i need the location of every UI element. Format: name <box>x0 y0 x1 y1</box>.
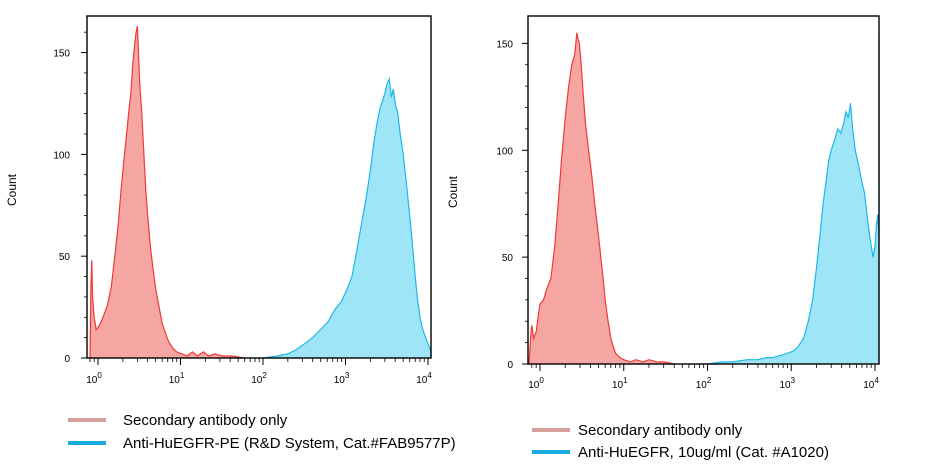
series-0-area <box>87 26 245 358</box>
x-tick-exponent: 0 <box>97 371 102 380</box>
x-tick-base: 10 <box>251 375 263 386</box>
x-tick-exponent: 2 <box>707 376 712 385</box>
series-1-line <box>707 32 880 365</box>
x-tick-label: 102 <box>251 371 267 386</box>
x-tick-label: 102 <box>696 376 712 391</box>
x-tick-exponent: 0 <box>539 376 544 385</box>
x-tick-exponent: 1 <box>180 371 185 380</box>
x-tick-base: 10 <box>334 375 346 386</box>
x-tick-exponent: 3 <box>345 371 350 380</box>
series-1-area <box>263 79 431 358</box>
y-tick-label: 0 <box>507 360 513 371</box>
y-tick-label: 50 <box>59 252 71 263</box>
x-tick-label: 104 <box>863 376 879 391</box>
series-0-area <box>528 32 675 364</box>
y-axis-label: Count <box>446 175 460 208</box>
x-tick-base: 10 <box>416 375 428 386</box>
x-tick-exponent: 3 <box>791 376 796 385</box>
legend-label-1: Anti-HuEGFR-PE (R&D System, Cat.#FAB9577… <box>123 435 456 452</box>
y-tick-label: 100 <box>53 150 70 161</box>
legend-label-0: Secondary antibody only <box>123 412 288 429</box>
series-1-area <box>707 32 879 364</box>
y-tick-label: 100 <box>496 146 513 157</box>
x-tick-base: 10 <box>612 380 624 391</box>
x-tick-label: 103 <box>334 371 350 386</box>
x-tick-label: 100 <box>528 376 544 391</box>
x-tick-base: 10 <box>696 380 708 391</box>
x-tick-base: 10 <box>86 375 98 386</box>
series-0-line <box>528 32 675 365</box>
y-axis-label: Count <box>5 173 19 206</box>
x-tick-label: 104 <box>416 371 432 386</box>
series-1-line <box>262 76 432 359</box>
legend-label-0: Secondary antibody only <box>578 422 743 439</box>
x-tick-exponent: 1 <box>623 376 628 385</box>
x-tick-exponent: 4 <box>874 376 879 385</box>
x-tick-exponent: 2 <box>262 371 267 380</box>
x-tick-base: 10 <box>779 380 791 391</box>
x-tick-base: 10 <box>169 375 181 386</box>
x-tick-label: 101 <box>169 371 185 386</box>
x-tick-base: 10 <box>863 380 875 391</box>
x-tick-base: 10 <box>528 380 540 391</box>
legend-label-1: Anti-HuEGFR, 10ug/ml (Cat. #A1020) <box>578 444 829 461</box>
x-tick-label: 100 <box>86 371 102 386</box>
y-tick-label: 150 <box>496 39 513 50</box>
y-tick-label: 50 <box>502 253 514 264</box>
x-tick-label: 101 <box>612 376 628 391</box>
y-tick-label: 150 <box>53 49 70 60</box>
x-tick-label: 103 <box>779 376 795 391</box>
y-tick-label: 0 <box>64 354 70 365</box>
x-tick-exponent: 4 <box>427 371 432 380</box>
series-0-line <box>87 25 245 359</box>
